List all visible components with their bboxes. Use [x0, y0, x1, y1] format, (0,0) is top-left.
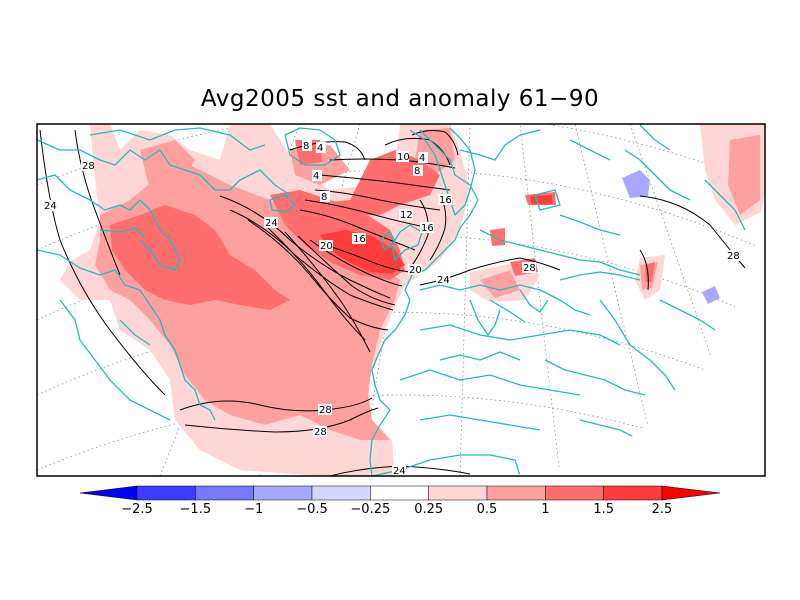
colorbar-tick-label: −1	[244, 502, 263, 517]
contour-label-group: 28 24 8 4 4 8 10 4 8 12 16 16 20 24 20 1…	[43, 140, 740, 477]
contour-label: 24	[437, 275, 450, 286]
contour-label: 28	[319, 405, 332, 416]
contour-label: 4	[419, 153, 425, 164]
colorbar-segment	[253, 485, 313, 501]
contour-label: 28	[314, 427, 327, 438]
colorbar-tick-label: −2.5	[121, 502, 153, 517]
colorbar-segment	[370, 485, 429, 501]
map-content: 28 24 8 4 4 8 10 4 8 12 16 16 20 24 20 1…	[37, 124, 765, 477]
contour-label: 20	[320, 241, 333, 252]
colorbar-segment	[311, 485, 371, 501]
map-frame	[36, 123, 766, 477]
colorbar-tick-label: 1.5	[593, 502, 614, 517]
colorbar-arrow-left	[79, 485, 138, 501]
colorbar-tick-label: 0.25	[414, 502, 443, 517]
contour-label: 28	[727, 251, 740, 262]
contour-label: 24	[393, 466, 406, 477]
contour-label: 16	[439, 195, 452, 206]
colorbar-arrow-right	[661, 485, 721, 501]
colorbar-tick-label: 0.5	[477, 502, 498, 517]
contour-label: 20	[409, 265, 422, 276]
colorbar-segment	[486, 485, 546, 501]
contour-label: 28	[82, 161, 95, 172]
coastlines	[37, 124, 746, 476]
contour-label: 4	[317, 143, 323, 154]
contour-label: 12	[400, 210, 413, 221]
contour-label: 24	[265, 218, 278, 229]
colorbar-tick-label: −0.5	[296, 502, 328, 517]
page-title: Avg2005 sst and anomaly 61−90	[200, 86, 600, 112]
colorbar-segment	[136, 485, 196, 501]
colorbar: −2.5 −1.5 −1 −0.5 −0.25 0.25 0.5 1 1.5 2.5	[79, 485, 721, 517]
colorbar-segment	[545, 485, 604, 501]
contour-label: 28	[523, 263, 536, 274]
colorbar-tick-label: −1.5	[180, 502, 212, 517]
colorbar-tick-label: 2.5	[652, 502, 673, 517]
contour-label: 8	[303, 141, 309, 152]
colorbar-tick-label: 1	[541, 502, 549, 517]
anomaly-negative	[622, 170, 720, 304]
contour-label: 8	[321, 192, 327, 203]
contour-label: 16	[353, 234, 366, 245]
contour-label: 10	[397, 152, 410, 163]
colorbar-segment	[195, 485, 254, 501]
contour-label: 24	[44, 201, 57, 212]
colorbar-segment	[428, 485, 488, 501]
colorbar-tick-label: −0.25	[350, 502, 390, 517]
colorbar-segment	[603, 485, 663, 501]
contour-label: 16	[421, 223, 434, 234]
contour-label: 8	[414, 166, 420, 177]
contour-label: 4	[313, 171, 319, 182]
